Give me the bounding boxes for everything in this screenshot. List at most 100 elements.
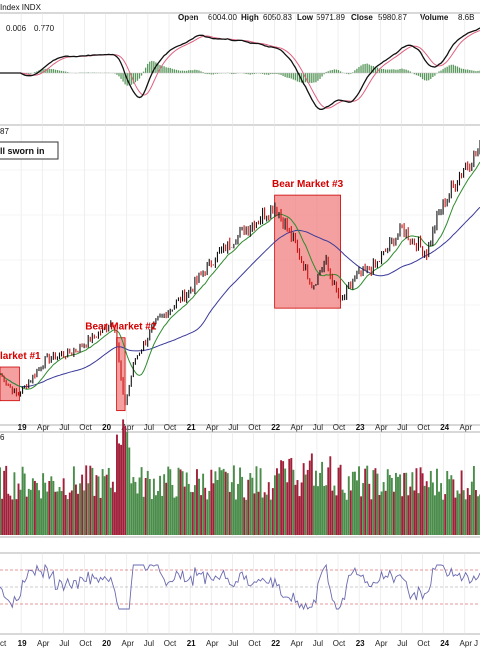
volume-bar xyxy=(146,470,149,535)
volume-bar xyxy=(93,495,96,535)
volume-bar xyxy=(89,465,92,535)
volume-bar xyxy=(401,496,404,535)
volume-bar xyxy=(276,468,278,535)
volume-bar xyxy=(312,485,315,535)
volume-bar xyxy=(265,494,268,535)
time-tick-label-right: J xyxy=(474,639,478,648)
time-tick-label-bottom: Oct xyxy=(79,639,92,648)
volume-bar xyxy=(415,468,418,535)
volume-bar xyxy=(200,495,203,535)
volume-bar xyxy=(421,473,424,535)
volume-bar xyxy=(48,480,51,535)
volume-bar xyxy=(458,493,461,535)
volume-bar xyxy=(3,470,6,535)
volume-bar xyxy=(187,483,190,535)
time-tick-label-bottom: Jul xyxy=(144,639,154,648)
volume-bar xyxy=(286,482,289,535)
volume-bar xyxy=(136,493,139,535)
volume-bar xyxy=(249,473,252,535)
volume-bar xyxy=(232,465,235,535)
volume-bar xyxy=(372,470,375,535)
volume-bar xyxy=(111,481,114,535)
volume-bar xyxy=(83,490,86,535)
volume-bar xyxy=(87,483,90,535)
volume-bar xyxy=(15,499,18,535)
volume-bar xyxy=(38,490,40,535)
volume-bar xyxy=(70,490,73,535)
volume-bar xyxy=(132,477,135,535)
volume-bar xyxy=(306,469,309,535)
volume-bar xyxy=(427,487,430,535)
volume-bar xyxy=(169,469,172,535)
volume-bar xyxy=(210,469,213,535)
volume-bar xyxy=(386,469,389,535)
volume-bar xyxy=(44,482,47,535)
time-tick-label-bottom: 24 xyxy=(440,639,449,648)
volume-bar xyxy=(198,478,200,535)
volume-bar xyxy=(436,468,438,535)
time-tick-label-bottom: Apr xyxy=(37,639,50,648)
volume-bar xyxy=(118,443,120,535)
volume-bar xyxy=(64,495,67,535)
volume-bar xyxy=(388,475,391,535)
volume-bar xyxy=(247,479,250,535)
time-tick-label-bottom: Oct xyxy=(333,639,346,648)
volume-bar xyxy=(228,491,231,535)
volume-bar xyxy=(1,498,4,535)
macd-line xyxy=(0,27,480,110)
volume-bar xyxy=(77,493,79,535)
volume-bar xyxy=(374,468,377,535)
volume-bar xyxy=(392,491,395,535)
time-tick-label: Jul xyxy=(313,423,323,432)
time-tick-label-bottom: Apr xyxy=(291,639,304,648)
volume-bar xyxy=(397,476,399,535)
volume-bar xyxy=(7,493,10,535)
volume-bar xyxy=(337,467,340,535)
volume-bar xyxy=(284,468,287,535)
volume-bar xyxy=(417,493,420,535)
volume-bar xyxy=(304,474,307,535)
volume-bar xyxy=(122,419,125,535)
volume-bar xyxy=(446,471,449,535)
volume-bar xyxy=(280,460,283,535)
volume-bar xyxy=(290,457,293,535)
volume-bar xyxy=(105,474,108,535)
volume-bar xyxy=(409,486,412,535)
volume-bar xyxy=(91,467,94,535)
volume-bar xyxy=(341,489,344,535)
macd-legend-value-b: 0.770 xyxy=(34,24,55,33)
volume-bar xyxy=(343,492,346,535)
volume-bar xyxy=(243,497,246,535)
volume-bar xyxy=(462,490,465,535)
volume-bar xyxy=(310,453,313,535)
volume-bar xyxy=(130,483,133,535)
volume-bar xyxy=(339,464,342,535)
volume-bar xyxy=(356,480,358,535)
volume-bar xyxy=(101,469,104,535)
volume-bar xyxy=(62,478,65,535)
volume-bar xyxy=(384,490,387,535)
volume-bar xyxy=(25,496,28,535)
volume-bar xyxy=(335,495,338,535)
volume-bar xyxy=(11,499,14,535)
time-tick-label: 20 xyxy=(102,423,111,432)
volume-bar xyxy=(177,467,180,535)
volume-bar xyxy=(444,494,447,535)
volume-bar xyxy=(429,470,432,535)
volume-bar xyxy=(390,477,393,535)
volume-bar xyxy=(349,490,352,535)
time-tick-label-bottom: Apr xyxy=(122,639,135,648)
volume-bar xyxy=(296,480,299,535)
volume-bar xyxy=(21,466,24,535)
volume-bar xyxy=(366,465,369,535)
time-tick-label: Oct xyxy=(79,423,92,432)
volume-bar xyxy=(142,496,145,535)
volume-bar xyxy=(438,491,440,535)
volume-bar xyxy=(52,480,55,535)
time-tick-label: Oct xyxy=(248,423,261,432)
volume-bar xyxy=(103,476,106,535)
volume-bar xyxy=(347,476,350,535)
volume-bar xyxy=(81,474,84,535)
volume-bar xyxy=(19,489,22,535)
volume-bar xyxy=(161,495,164,535)
